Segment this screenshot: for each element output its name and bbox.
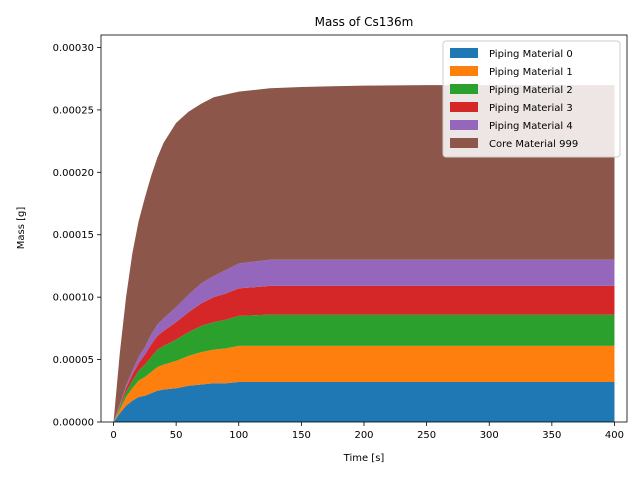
y-tick-label: 0.00025 <box>53 105 94 116</box>
legend-label-5: Core Material 999 <box>489 139 578 150</box>
x-tick-label: 250 <box>417 430 436 441</box>
y-tick-label: 0.00030 <box>53 43 94 54</box>
area-series-3 <box>113 285 615 422</box>
area-series-4 <box>113 259 615 422</box>
y-tick-label: 0.00015 <box>53 230 94 241</box>
legend-swatch-5 <box>450 138 478 148</box>
y-axis-ticks: 0.00000 0.00005 0.00010 0.00015 0.00020 0.000… <box>53 43 101 429</box>
x-tick-label: 50 <box>170 430 183 441</box>
y-tick-label: 0.00000 <box>53 418 94 429</box>
legend-label-2: Piping Material 2 <box>489 85 573 96</box>
chart-title: Mass of Cs136m <box>315 15 414 29</box>
legend-swatch-2 <box>450 84 478 94</box>
legend-swatch-0 <box>450 48 478 58</box>
legend-label-1: Piping Material 1 <box>489 67 573 78</box>
legend-swatch-3 <box>450 102 478 112</box>
x-tick-label: 400 <box>605 430 624 441</box>
area-series-5 <box>113 85 615 423</box>
x-tick-label: 350 <box>542 430 561 441</box>
legend-label-3: Piping Material 3 <box>489 103 573 114</box>
legend-label-4: Piping Material 4 <box>489 121 573 132</box>
y-tick-label: 0.00005 <box>53 355 94 366</box>
y-tick-label: 0.00010 <box>53 293 94 304</box>
x-tick-label: 150 <box>292 430 311 441</box>
x-tick-label: 300 <box>480 430 499 441</box>
y-tick-label: 0.00020 <box>53 168 94 179</box>
legend-swatch-4 <box>450 120 478 130</box>
x-axis-label: Time [s] <box>343 453 385 464</box>
legend: Piping Material 0 Piping Material 1 Piping… <box>442 40 621 158</box>
area-series-2 <box>113 314 615 422</box>
area-series-0 <box>113 382 615 422</box>
legend-box <box>442 40 621 158</box>
area-series-group <box>113 85 615 423</box>
x-tick-label: 200 <box>354 430 373 441</box>
x-tick-label: 0 <box>110 430 116 441</box>
legend-swatch-1 <box>450 66 478 76</box>
legend-label-0: Piping Material 0 <box>489 49 573 60</box>
x-tick-label: 100 <box>229 430 248 441</box>
y-axis-label: Mass [g] <box>16 207 27 250</box>
x-axis-ticks: 0 50 100 150 200 250 300 350 400 <box>110 422 624 441</box>
area-series-1 <box>113 345 615 422</box>
